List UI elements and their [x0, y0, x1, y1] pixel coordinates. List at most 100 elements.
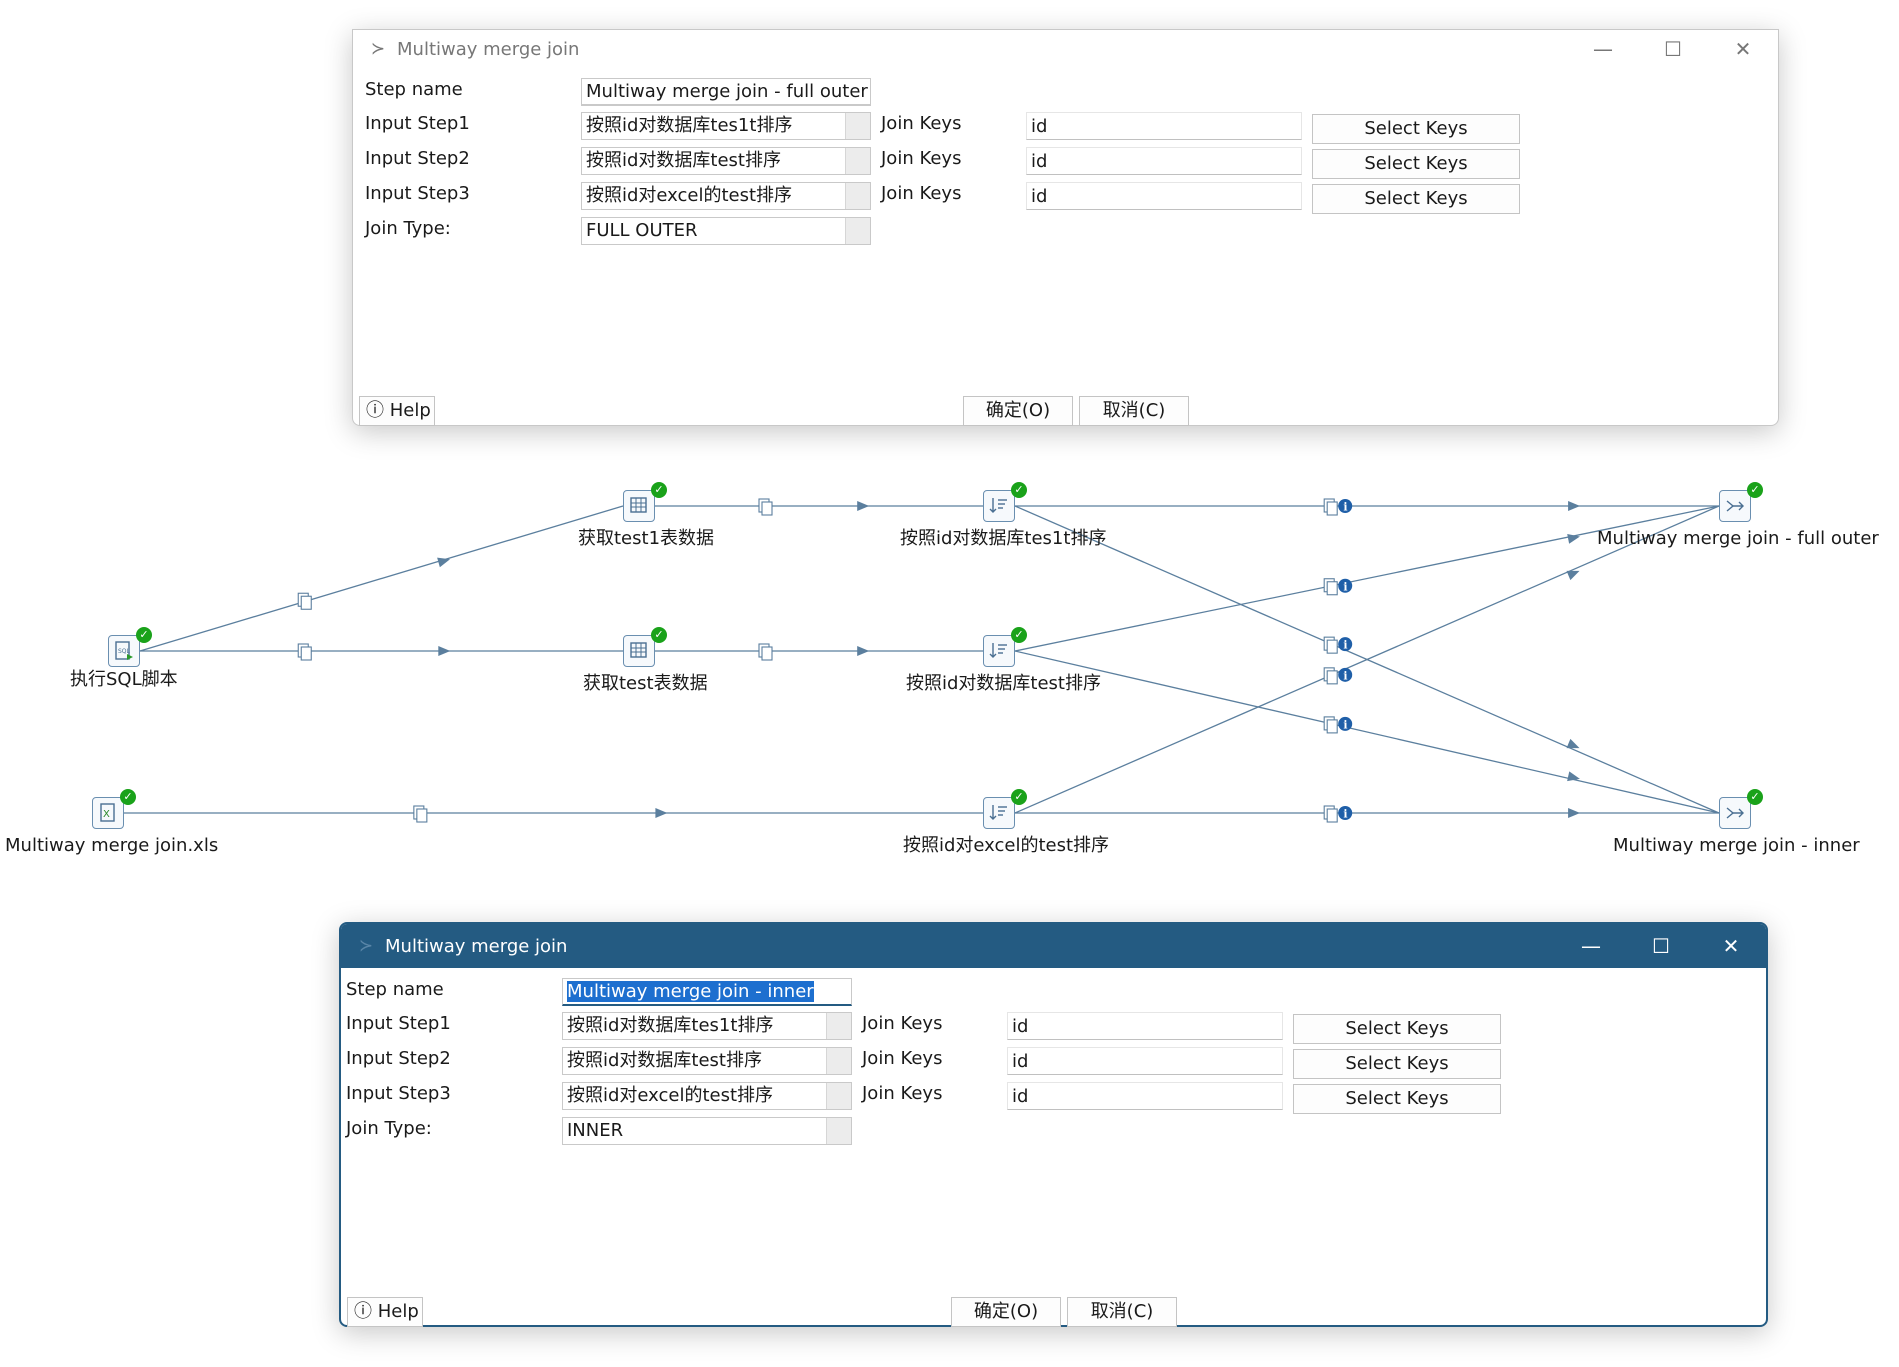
info-icon: [1338, 806, 1353, 820]
input-step1-select[interactable]: 按照id对数据库tes1t排序: [581, 112, 871, 140]
hop-line[interactable]: [1014, 505, 1720, 814]
join-keys2-label: Join Keys: [862, 1048, 943, 1069]
hop-line[interactable]: [139, 505, 624, 652]
input-step2-value: 按照id对数据库test排序: [567, 1050, 762, 1071]
join-keys2-input[interactable]: id: [1026, 147, 1302, 175]
merge-join-icon: [1726, 500, 1744, 512]
help-icon: ⓘ: [354, 1301, 372, 1322]
sort-test-label: 按照id对数据库test排序: [906, 673, 1101, 694]
input-step2-select[interactable]: 按照id对数据库test排序: [562, 1047, 852, 1075]
info-icon-glyph: i: [1343, 718, 1347, 731]
join-inner-step-icon[interactable]: [1719, 797, 1751, 829]
xls-step-icon[interactable]: X: [92, 797, 124, 829]
select-keys2-button[interactable]: Select Keys: [1312, 149, 1520, 179]
input-step3-select[interactable]: 按照id对excel的test排序: [581, 182, 871, 210]
help-button[interactable]: ⓘ Help: [347, 1297, 423, 1327]
get-test-success-check-icon: ✓: [651, 627, 667, 643]
join-keys1-input[interactable]: id: [1007, 1012, 1283, 1040]
sort-test-step-icon[interactable]: [983, 635, 1015, 667]
xls-label: Multiway merge join.xls: [5, 835, 219, 856]
dropdown-icon[interactable]: [826, 1083, 851, 1109]
step-name-label: Step name: [365, 79, 463, 100]
dropdown-icon[interactable]: [845, 183, 870, 209]
select-keys1-button[interactable]: Select Keys: [1293, 1014, 1501, 1044]
ok-button[interactable]: 确定(O): [951, 1297, 1061, 1327]
step-name-input[interactable]: Multiway merge join - full outer: [581, 78, 871, 106]
sort-tes1t-step-icon[interactable]: [983, 490, 1015, 522]
exec-sql-success-check-icon: ✓: [136, 627, 152, 643]
join-inner-success-check-icon: ✓: [1747, 789, 1763, 805]
minimize-icon[interactable]: —: [1593, 37, 1613, 61]
join-keys2-input[interactable]: id: [1007, 1047, 1283, 1075]
get-test-step-icon[interactable]: [623, 635, 655, 667]
help-button[interactable]: ⓘ Help: [359, 396, 435, 426]
info-icon: [1338, 637, 1353, 652]
input-step2-label: Input Step2: [365, 148, 470, 169]
copy-rows-icon: [761, 646, 773, 661]
dropdown-icon[interactable]: [826, 1013, 851, 1039]
join-keys3-input[interactable]: id: [1007, 1082, 1283, 1110]
close-icon[interactable]: ✕: [1722, 934, 1740, 958]
get-test1-step-icon[interactable]: [623, 490, 655, 522]
hop-arrow-icon: [1566, 738, 1580, 749]
hop-line[interactable]: [1014, 505, 1720, 652]
dialog-multiway-merge-join-inner: ≻ Multiway merge join — ☐ ✕ Step name Mu…: [339, 922, 1768, 1327]
dropdown-icon[interactable]: [845, 113, 870, 139]
dropdown-icon[interactable]: [826, 1118, 851, 1144]
select-keys1-button[interactable]: Select Keys: [1312, 114, 1520, 144]
ok-button[interactable]: 确定(O): [963, 396, 1073, 426]
dialog-title-bar[interactable]: ≻ Multiway merge join — ☐ ✕: [341, 924, 1766, 968]
hop-arrow-icon: [1566, 570, 1580, 581]
hop-line[interactable]: [1014, 650, 1720, 814]
input-step1-select[interactable]: 按照id对数据库tes1t排序: [562, 1012, 852, 1040]
join-full-outer-step-icon[interactable]: [1719, 490, 1751, 522]
cancel-button[interactable]: 取消(C): [1067, 1297, 1177, 1327]
info-icon-glyph: i: [1343, 580, 1347, 593]
hop-arrow-icon: [1568, 808, 1581, 818]
join-keys1-label: Join Keys: [862, 1013, 943, 1034]
join-keys1-label: Join Keys: [881, 113, 962, 134]
info-icon: [1338, 578, 1353, 593]
select-keys2-button[interactable]: Select Keys: [1293, 1049, 1501, 1079]
minimize-icon[interactable]: —: [1581, 934, 1601, 958]
cancel-button[interactable]: 取消(C): [1079, 396, 1189, 426]
merge-join-icon: ≻: [358, 936, 374, 956]
join-type-select[interactable]: INNER: [562, 1117, 852, 1145]
copy-rows-icon: [416, 808, 428, 823]
exec-sql-label: 执行SQL脚本: [70, 669, 178, 690]
exec-sql-step-icon[interactable]: SQL: [108, 635, 140, 667]
info-icon-glyph: i: [1343, 639, 1347, 652]
dropdown-icon[interactable]: [845, 218, 870, 244]
join-keys1-input[interactable]: id: [1026, 112, 1302, 140]
join-type-select[interactable]: FULL OUTER: [581, 217, 871, 245]
copy-rows-icon: [300, 595, 312, 610]
select-keys3-button[interactable]: Select Keys: [1293, 1084, 1501, 1114]
sort-rows-icon: [989, 643, 1007, 658]
step-name-input[interactable]: Multiway merge join - inner: [562, 978, 852, 1006]
info-icon: [1338, 716, 1353, 731]
input-step3-label: Input Step3: [346, 1083, 451, 1104]
maximize-icon[interactable]: ☐: [1664, 37, 1682, 61]
dialog-title-bar[interactable]: ≻ Multiway merge join — ☐ ✕: [353, 30, 1778, 68]
info-icon: [1338, 499, 1353, 513]
input-step3-select[interactable]: 按照id对excel的test排序: [562, 1082, 852, 1110]
close-icon[interactable]: ✕: [1734, 37, 1752, 61]
table-input-icon: [630, 497, 647, 513]
input-step1-value: 按照id对数据库tes1t排序: [586, 115, 793, 136]
hop-arrow-icon: [1567, 533, 1580, 544]
input-step1-label: Input Step1: [346, 1013, 451, 1034]
join-keys3-input[interactable]: id: [1026, 182, 1302, 210]
join-keys2-label: Join Keys: [881, 148, 962, 169]
dropdown-icon[interactable]: [845, 148, 870, 174]
copy-rows-icon: [1326, 639, 1338, 654]
svg-text:X: X: [103, 809, 110, 820]
input-step1-label: Input Step1: [365, 113, 470, 134]
sort-excel-step-icon[interactable]: [983, 797, 1015, 829]
join-type-value: INNER: [567, 1120, 624, 1141]
maximize-icon[interactable]: ☐: [1652, 934, 1670, 958]
input-step2-select[interactable]: 按照id对数据库test排序: [581, 147, 871, 175]
get-test1-label: 获取test1表数据: [578, 528, 715, 549]
select-keys3-button[interactable]: Select Keys: [1312, 184, 1520, 214]
dropdown-icon[interactable]: [826, 1048, 851, 1074]
